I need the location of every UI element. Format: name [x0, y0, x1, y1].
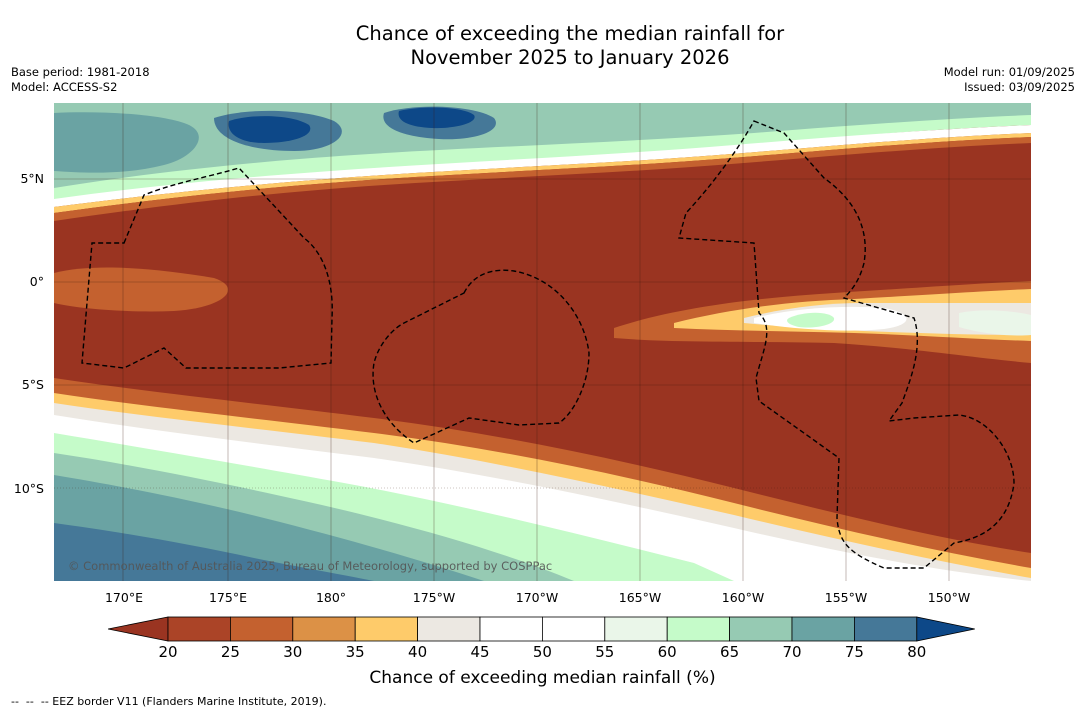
- colorbar-tick-label: 65: [720, 643, 740, 661]
- rainfall-map: [54, 103, 1031, 581]
- lon-label-160w: 160°W: [721, 590, 765, 605]
- equator-far-east-green: [959, 310, 1031, 336]
- lat-label-0: 0°: [29, 274, 44, 289]
- lon-label-175e: 175°E: [208, 590, 247, 605]
- colorbar-segment: [417, 616, 481, 642]
- colorbar-segment: [666, 616, 731, 642]
- equator-orange-patch-west: [54, 267, 229, 312]
- colorbar-tick-label: 45: [470, 643, 490, 661]
- colorbar-extend-high: [916, 616, 975, 642]
- north-very-wet-blob-4: [398, 107, 475, 129]
- eez-legend-footnote: -- -- -- EEZ border V11 (Flanders Marine…: [11, 695, 327, 708]
- colorbar-tick-label: 80: [907, 643, 927, 661]
- north-orange-band: [54, 137, 1031, 221]
- title-line-2: November 2025 to January 2026: [410, 46, 730, 69]
- colorbar-segment: [230, 616, 294, 642]
- colorbar-tick-label: 20: [158, 643, 178, 661]
- lon-label-170e: 170°E: [104, 590, 143, 605]
- colorbar-segment: [854, 616, 918, 642]
- colorbar-tick-label: 30: [283, 643, 303, 661]
- colorbar-tick-label: 40: [408, 643, 428, 661]
- colorbar-tick-label: 55: [595, 643, 615, 661]
- map-title: Chance of exceeding the median rainfall …: [0, 22, 1085, 70]
- lat-label-5n: 5°N: [20, 171, 44, 186]
- lon-label-150w: 150°W: [927, 590, 971, 605]
- issued-date: Issued: 03/09/2025: [964, 80, 1075, 94]
- title-line-1: Chance of exceeding the median rainfall …: [355, 22, 785, 45]
- copyright-notice: © Commonwealth of Australia 2025, Bureau…: [68, 559, 553, 573]
- lon-label-170w: 170°W: [515, 590, 559, 605]
- eez-kiribati-line: [678, 120, 1015, 569]
- north-very-wet-blob-2: [228, 116, 311, 143]
- colorbar-segments: [107, 616, 975, 642]
- base-period: Base period: 1981-2018: [11, 65, 150, 79]
- model-run: Model run: 01/09/2025: [943, 65, 1075, 79]
- lat-label-10s: 10°S: [13, 481, 44, 496]
- colorbar: [107, 615, 978, 643]
- lon-label-165w: 165°W: [618, 590, 662, 605]
- colorbar-segment: [729, 616, 793, 642]
- colorbar-segment: [292, 616, 356, 642]
- colorbar-segment: [541, 616, 606, 642]
- eez-borders: [81, 120, 1015, 569]
- north-white-band: [54, 125, 1031, 207]
- north-moist-region: [54, 112, 199, 173]
- colorbar-segment: [604, 616, 668, 642]
- colorbar-tick-label: 70: [782, 643, 802, 661]
- model-name: Model: ACCESS-S2: [11, 80, 118, 94]
- north-yellow-band: [54, 133, 1031, 213]
- lon-label-180: 180°: [315, 590, 347, 605]
- lon-label-155w: 155°W: [824, 590, 868, 605]
- meta-right: Model run: 01/09/2025 Issued: 03/09/2025: [944, 65, 1075, 95]
- colorbar-segment: [791, 616, 855, 642]
- colorbar-tick-label: 25: [220, 643, 240, 661]
- colorbar-tick-label: 60: [657, 643, 677, 661]
- colorbar-segment: [479, 616, 543, 642]
- meta-left: Base period: 1981-2018 Model: ACCESS-S2: [11, 65, 150, 95]
- colorbar-tick-label: 75: [844, 643, 864, 661]
- equator-green-spot: [787, 312, 835, 328]
- colorbar-segment: [167, 616, 231, 642]
- colorbar-tick-label: 35: [345, 643, 365, 661]
- colorbar-label: Chance of exceeding median rainfall (%): [369, 668, 716, 688]
- colorbar-extend-low: [107, 616, 169, 642]
- lon-label-175w: 175°W: [412, 590, 456, 605]
- colorbar-tick-label: 50: [532, 643, 552, 661]
- colorbar-segment: [354, 616, 418, 642]
- eez-kiribati-phoenix: [372, 269, 590, 444]
- south-deep-blue-region: [54, 523, 374, 581]
- lat-label-5s: 5°S: [21, 377, 44, 392]
